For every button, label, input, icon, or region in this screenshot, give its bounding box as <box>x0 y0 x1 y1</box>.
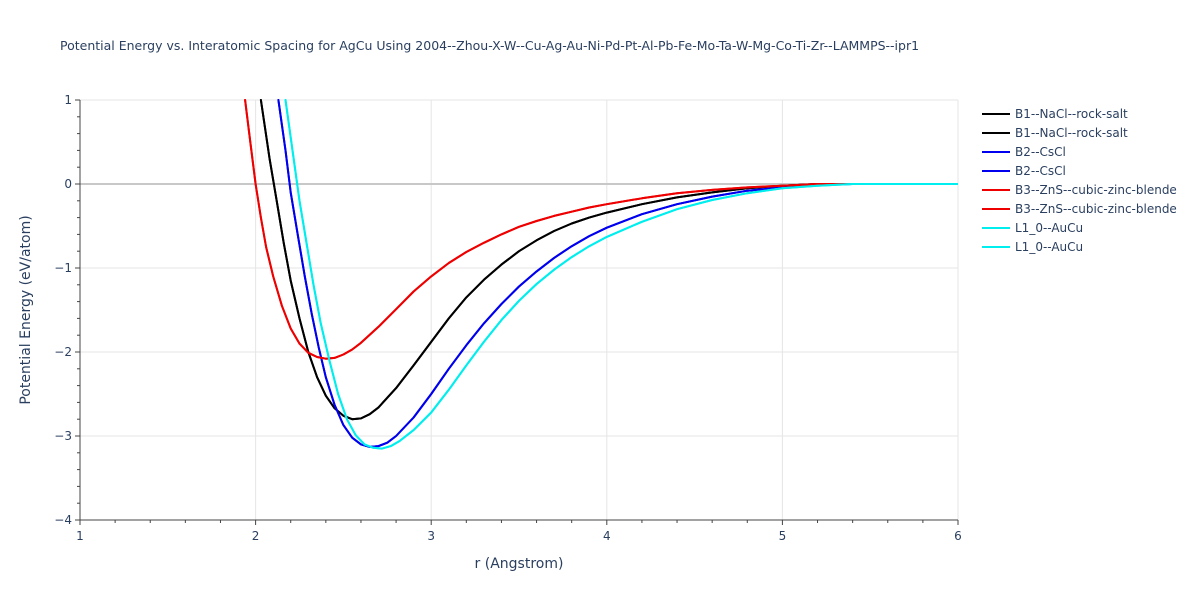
series-line-b2-cscl <box>277 99 958 448</box>
legend-item[interactable]: B1--NaCl--rock-salt <box>982 126 1128 140</box>
legend-item[interactable]: B3--ZnS--cubic-zinc-blende <box>982 183 1177 197</box>
y-tick-label: −3 <box>54 429 72 443</box>
x-axis-title: r (Angstrom) <box>475 556 564 572</box>
legend-label: L1_0--AuCu <box>1015 221 1083 235</box>
chart-title: Potential Energy vs. Interatomic Spacing… <box>60 38 919 53</box>
legend[interactable]: B1--NaCl--rock-salt B1--NaCl--rock-salt B2… <box>982 107 1177 254</box>
x-tick-label: 4 <box>603 529 611 543</box>
x-tick-label: 2 <box>252 529 260 543</box>
legend-item[interactable]: L1_0--AuCu <box>982 221 1083 235</box>
y-tick-label: 0 <box>64 177 72 191</box>
series-line-b1-nacl-rock-salt <box>259 99 958 421</box>
axes <box>79 100 958 521</box>
legend-item[interactable]: B1--NaCl--rock-salt <box>982 107 1128 121</box>
legend-label: B1--NaCl--rock-salt <box>1015 107 1128 121</box>
series-line-b3-zns-cubic-zinc-blende <box>244 99 958 360</box>
legend-label: B3--ZnS--cubic-zinc-blende <box>1015 183 1177 197</box>
legend-item[interactable]: L1_0--AuCu <box>982 240 1083 254</box>
x-tick-label: 3 <box>427 529 435 543</box>
y-tick-label: 1 <box>64 93 72 107</box>
series-line-b1-nacl-rock-salt <box>259 99 958 421</box>
legend-item[interactable]: B2--CsCl <box>982 164 1066 178</box>
legend-label: B3--ZnS--cubic-zinc-blende <box>1015 202 1177 216</box>
series-line-b2-cscl <box>277 99 958 448</box>
legend-label: L1_0--AuCu <box>1015 240 1083 254</box>
legend-label: B2--CsCl <box>1015 145 1066 159</box>
x-tick-label: 5 <box>779 529 787 543</box>
grid-lines <box>80 99 959 520</box>
x-tick-label: 1 <box>76 529 84 543</box>
series-lines <box>244 99 958 450</box>
y-axis-title: Potential Energy (eV/atom) <box>18 215 34 404</box>
x-axis-ticks: 1 2 3 4 5 6 <box>76 520 962 543</box>
x-tick-label: 6 <box>954 529 962 543</box>
y-tick-label: −2 <box>54 345 72 359</box>
legend-item[interactable]: B2--CsCl <box>982 145 1066 159</box>
series-line-l1-0-aucu <box>284 99 958 450</box>
series-line-l1-0-aucu <box>284 99 958 450</box>
y-axis-ticks: 1 0 −1 −2 −3 −4 <box>54 93 80 527</box>
y-tick-label: −1 <box>54 261 72 275</box>
legend-label: B2--CsCl <box>1015 164 1066 178</box>
legend-item[interactable]: B3--ZnS--cubic-zinc-blende <box>982 202 1177 216</box>
y-tick-label: −4 <box>54 513 72 527</box>
legend-label: B1--NaCl--rock-salt <box>1015 126 1128 140</box>
